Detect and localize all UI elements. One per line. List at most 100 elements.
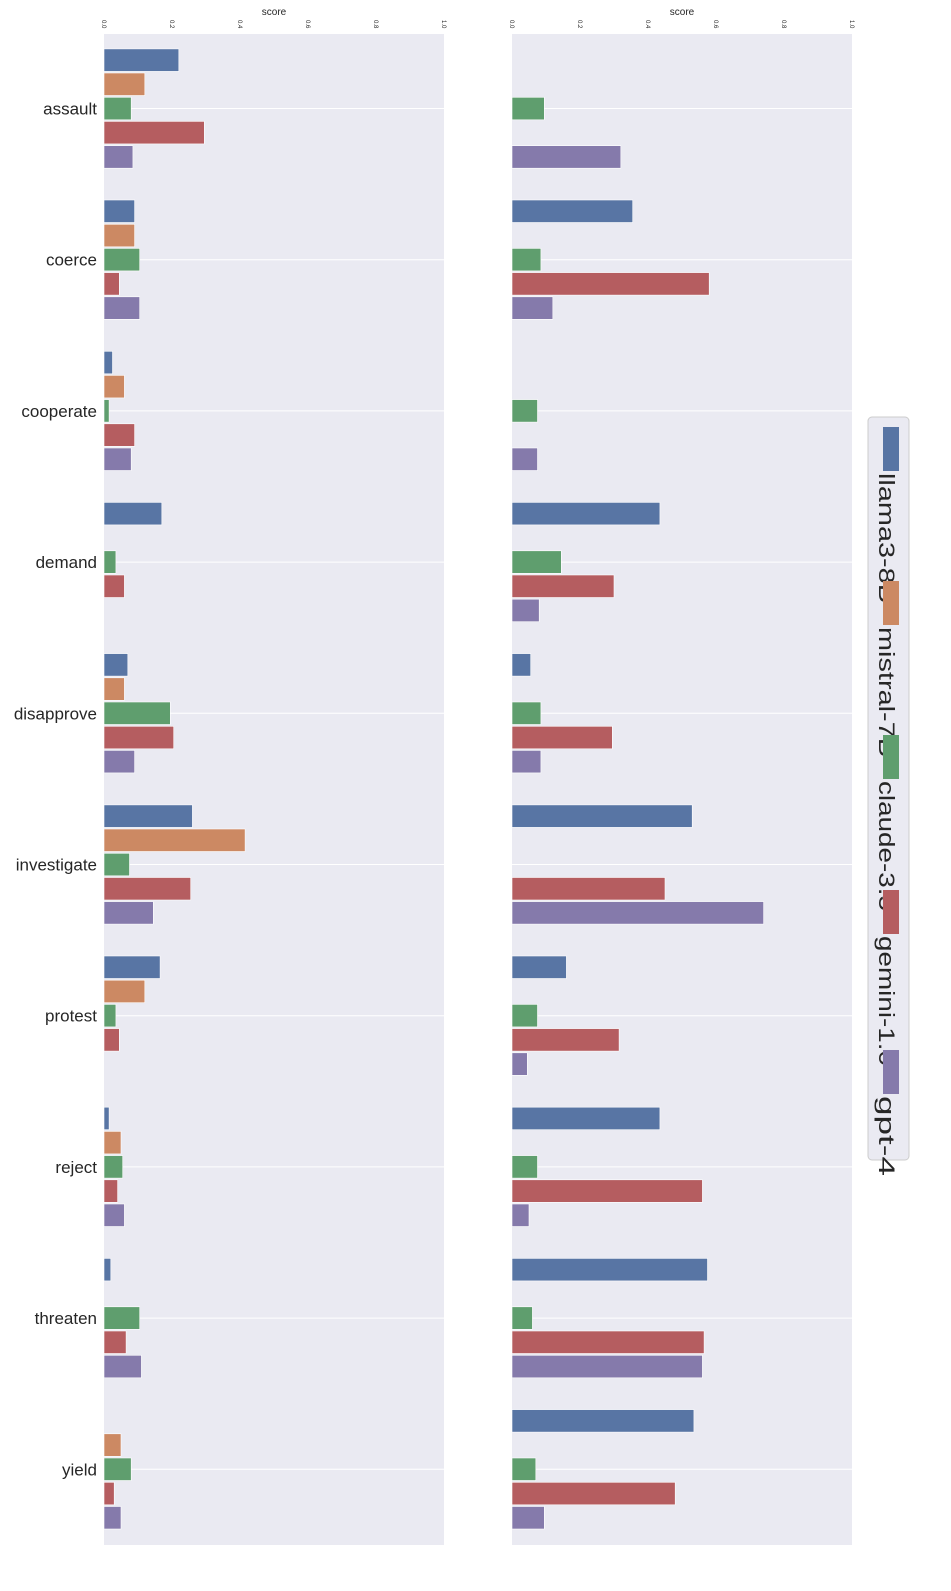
bar-mistral-7B-cooperate [103,375,125,399]
category-label-cooperate: cooperate [21,402,97,421]
bar-gpt-4-demand [511,598,540,623]
bar-claude-3.5-protest [103,1004,117,1028]
x-tick-label: 0.0 [100,20,106,29]
left-panel: 0.0 0.2 0.4 0.6 0.8 1.0 score [100,7,446,1545]
bar-gemini-1.0-protest [511,1028,620,1052]
bar-gpt-4-disapprove [511,750,542,774]
bar-claude-3.5-threaten [511,1306,533,1330]
legend-label-gemini-1.0: gemini-1.0 [874,936,899,1066]
bar-gpt-4-investigate [511,901,764,925]
bar-llama3-8B-threaten [511,1258,708,1282]
bar-gpt-4-investigate [103,901,154,925]
x-tick-label: 0.2 [168,20,174,29]
bar-gpt-4-assault [103,145,134,169]
bar-gemini-1.0-demand [103,574,125,598]
bar-gpt-4-coerce [103,296,141,320]
bar-claude-3.5-coerce [511,248,542,272]
bar-llama3-8B-coerce [511,199,633,223]
category-label-protest: protest [45,1007,97,1026]
bar-llama3-8B-demand [103,502,163,526]
bar-claude-3.5-demand [103,550,117,574]
legend-swatch-gpt-4 [883,1050,899,1094]
legend-label-claude-3.5: claude-3.5 [874,781,899,911]
x-tick-label: 0.8 [780,20,786,29]
bar-claude-3.5-threaten [103,1306,141,1330]
bar-gemini-1.0-reject [103,1179,118,1203]
bar-gemini-1.0-protest [103,1028,120,1052]
bar-mistral-7B-reject [103,1131,122,1155]
bar-claude-3.5-assault [103,97,132,121]
category-label-reject: reject [55,1158,97,1177]
x-tick-label: 0.4 [236,20,242,29]
bar-mistral-7B-disapprove [103,677,125,701]
bar-claude-3.5-cooperate [103,399,110,423]
bar-gpt-4-reject [103,1203,125,1227]
bar-gpt-4-threaten [511,1355,703,1379]
bar-claude-3.5-demand [511,550,562,574]
legend-swatch-claude-3.5 [883,735,899,779]
bar-gemini-1.0-disapprove [103,725,174,750]
bar-llama3-8B-reject [511,1106,661,1130]
bar-mistral-7B-protest [103,979,146,1004]
bar-llama3-8B-yield [511,1409,695,1433]
bar-claude-3.5-protest [511,1004,538,1028]
bar-mistral-7B-yield [103,1433,122,1457]
bar-llama3-8B-investigate [103,804,193,828]
bar-mistral-7B-assault [103,72,146,96]
bar-gemini-1.0-coerce [511,272,710,296]
bar-gpt-4-assault [511,145,622,169]
x-tick-label: 0.4 [644,20,650,29]
x-tick-label: 0.8 [372,20,378,29]
x-tick-label: 0.0 [508,20,514,29]
right-panel: 0.0 0.2 0.4 0.6 0.8 1.0 score [508,7,854,1545]
category-label-assault: assault [43,100,97,119]
bar-gemini-1.0-disapprove [511,725,613,750]
bar-gpt-4-protest [511,1052,528,1076]
bar-claude-3.5-investigate [103,852,130,877]
bar-gemini-1.0-threaten [511,1330,705,1354]
bar-gemini-1.0-demand [511,574,615,598]
bar-claude-3.5-yield [103,1457,132,1481]
bar-gemini-1.0-threaten [103,1330,127,1354]
legend-swatch-llama3-8B [883,427,899,471]
bar-claude-3.5-reject [103,1155,124,1179]
bar-gemini-1.0-yield [511,1482,676,1506]
bar-gemini-1.0-investigate [511,877,666,901]
x-tick-label: 1.0 [440,20,446,29]
legend-swatch-mistral-7B [883,581,899,625]
bar-claude-3.5-disapprove [103,701,171,725]
bar-gpt-4-disapprove [103,750,135,774]
category-labels: assault coerce cooperate demand disapprove in… [14,100,97,1480]
x-tick-label: 0.6 [304,20,310,29]
bar-claude-3.5-reject [511,1155,538,1179]
bar-gpt-4-yield [103,1506,122,1530]
bar-llama3-8B-disapprove [511,653,532,677]
bar-gpt-4-coerce [511,296,554,320]
x-axis-title: score [670,7,695,18]
bar-llama3-8B-protest [103,955,161,979]
legend-swatch-gemini-1.0 [883,890,899,934]
bar-llama3-8B-assault [103,48,180,72]
category-label-threaten: threaten [35,1309,97,1328]
category-label-demand: demand [36,553,97,572]
category-label-investigate: investigate [16,856,97,875]
bar-gpt-4-cooperate [103,447,132,471]
bar-gpt-4-yield [511,1506,545,1530]
bar-claude-3.5-coerce [103,248,141,272]
bar-llama3-8B-threaten [103,1258,112,1282]
bar-gpt-4-cooperate [511,447,538,471]
bar-llama3-8B-coerce [103,199,135,223]
bar-mistral-7B-coerce [103,224,135,248]
category-label-yield: yield [62,1460,97,1479]
x-tick-label: 1.0 [848,20,854,29]
bar-llama3-8B-demand [511,502,661,526]
category-label-disapprove: disapprove [14,704,97,723]
legend-label-gpt-4: gpt-4 [874,1096,899,1176]
bar-gemini-1.0-cooperate [103,423,135,447]
plot-background [104,34,444,1545]
bar-claude-3.5-disapprove [511,701,542,725]
legend: llama3-8Bmistral-7Bclaude-3.5gemini-1.0g… [867,416,910,1176]
bar-gemini-1.0-yield [103,1482,115,1506]
bar-llama3-8B-reject [103,1106,110,1130]
